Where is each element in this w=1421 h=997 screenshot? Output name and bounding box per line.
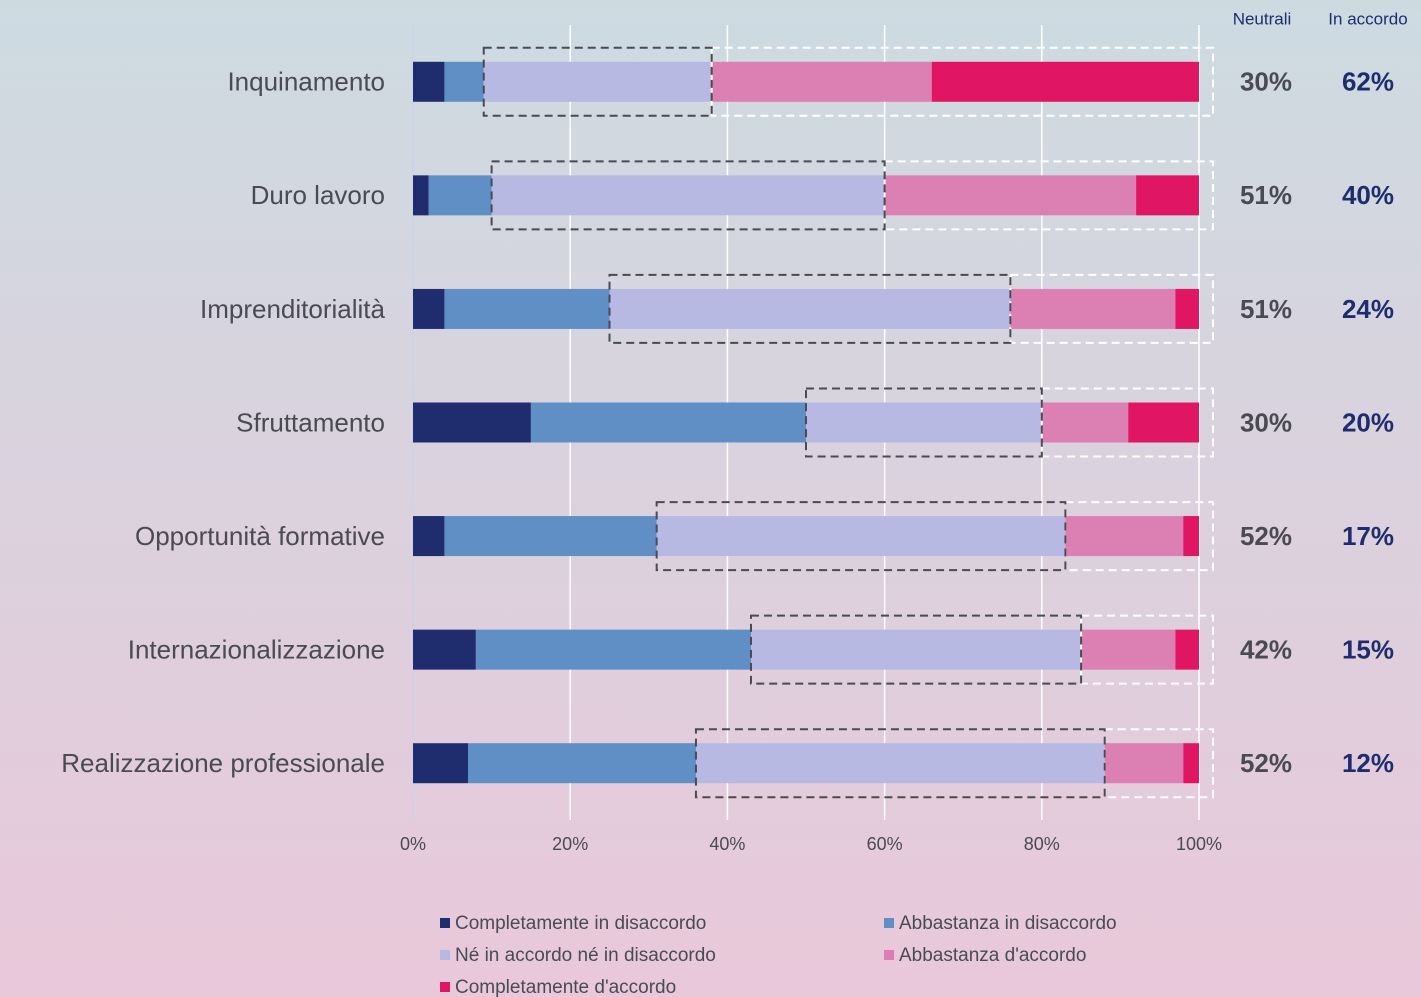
category-label: Inquinamento	[227, 67, 385, 97]
bar-segment	[413, 61, 445, 102]
x-tick-label: 20%	[552, 834, 588, 854]
bar-segment	[491, 175, 885, 216]
bar-segment	[444, 516, 657, 557]
bar-segment	[1183, 743, 1199, 784]
x-tick-label: 0%	[400, 834, 426, 854]
bar-segment	[656, 516, 1066, 557]
bar-segment	[1041, 402, 1129, 443]
agree-box	[1040, 387, 1215, 458]
agree-box	[710, 46, 1214, 117]
x-tick-label: 100%	[1176, 834, 1222, 854]
category-label: Sfruttamento	[236, 407, 385, 437]
agree-label: 24%	[1342, 294, 1394, 324]
category-label: Duro lavoro	[251, 180, 385, 210]
neutral-box	[805, 387, 1043, 458]
agree-label: 15%	[1342, 635, 1394, 665]
agree-header: In accordo	[1328, 9, 1407, 28]
neutral-box	[608, 273, 1012, 344]
bar-segment	[475, 629, 751, 670]
x-tick-label: 40%	[709, 834, 745, 854]
bar-segment	[413, 629, 476, 670]
category-label: Internazionalizzazione	[128, 635, 385, 665]
bar-segment	[750, 629, 1082, 670]
neutral-box	[482, 46, 713, 117]
bar-segment	[413, 402, 531, 443]
legend-label: Completamente d'accordo	[455, 977, 676, 997]
bar-segment	[609, 288, 1011, 329]
bar-segment	[413, 175, 429, 216]
bar-segment	[428, 175, 492, 216]
bar-segment	[931, 61, 1199, 102]
neutral-label: 30%	[1240, 407, 1292, 437]
legend-label: Abbastanza d'accordo	[899, 945, 1086, 966]
bar-segment	[1175, 629, 1199, 670]
legend-swatch	[440, 982, 450, 992]
bar-segment	[530, 402, 806, 443]
bar-segment	[413, 288, 445, 329]
agree-label: 17%	[1342, 521, 1394, 551]
legend-swatch	[884, 950, 894, 960]
category-label: Imprenditorialità	[200, 294, 386, 324]
neutral-box	[749, 614, 1083, 685]
neutral-box	[694, 728, 1106, 799]
neutral-box	[655, 501, 1067, 572]
bar-segment	[711, 61, 932, 102]
neutral-label: 51%	[1240, 180, 1292, 210]
legend-swatch	[884, 918, 894, 928]
bar-segment	[1183, 516, 1199, 557]
neutral-header: Neutrali	[1233, 9, 1292, 28]
bar-segment	[1081, 629, 1176, 670]
bar-segment	[444, 61, 484, 102]
bar-segment	[413, 743, 469, 784]
legend-label: Completamente in disaccordo	[455, 913, 706, 934]
bar-segment	[413, 516, 445, 557]
bar-segment	[444, 288, 610, 329]
bar-segment	[483, 61, 712, 102]
agree-label: 20%	[1342, 407, 1394, 437]
neutral-label: 52%	[1240, 521, 1292, 551]
bar-segment	[1175, 288, 1199, 329]
neutral-label: 51%	[1240, 294, 1292, 324]
bar-segment	[806, 402, 1042, 443]
category-label: Opportunità formative	[135, 521, 385, 551]
bar-segment	[695, 743, 1105, 784]
neutral-label: 52%	[1240, 748, 1292, 778]
neutral-label: 42%	[1240, 635, 1292, 665]
x-tick-label: 60%	[867, 834, 903, 854]
category-label: Realizzazione professionale	[61, 748, 385, 778]
neutral-label: 30%	[1240, 67, 1292, 97]
legend-label: Né in accordo né in disaccordo	[455, 945, 716, 966]
legend-swatch	[440, 950, 450, 960]
bar-segment	[468, 743, 696, 784]
agree-label: 62%	[1342, 67, 1394, 97]
neutral-box	[490, 160, 886, 231]
bar-segment	[1065, 516, 1184, 557]
agree-label: 40%	[1342, 180, 1394, 210]
legend-label: Abbastanza in disaccordo	[899, 913, 1117, 934]
agree-box	[883, 160, 1214, 231]
bar-segment	[1136, 175, 1199, 216]
bar-segment	[1128, 402, 1199, 443]
agree-label: 12%	[1342, 748, 1394, 778]
legend-swatch	[440, 918, 450, 928]
bar-segment	[884, 175, 1137, 216]
bar-segment	[1104, 743, 1184, 784]
bar-segment	[1010, 288, 1176, 329]
x-tick-label: 80%	[1024, 834, 1060, 854]
